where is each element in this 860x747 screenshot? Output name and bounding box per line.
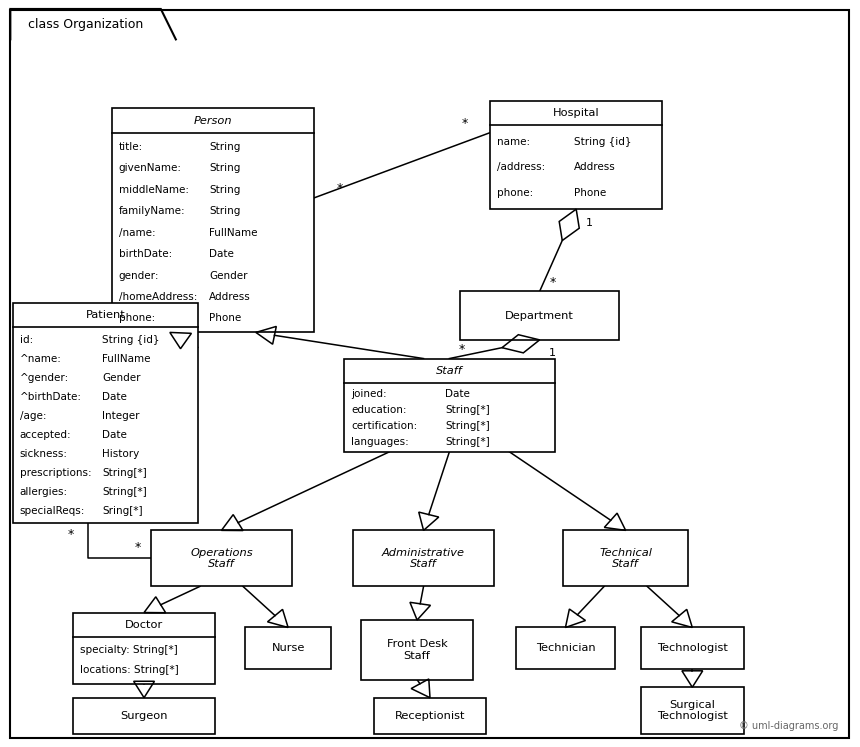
Text: Address: Address <box>209 292 251 302</box>
Bar <box>361 620 473 680</box>
Text: Doctor: Doctor <box>125 620 163 630</box>
Text: Nurse: Nurse <box>272 643 304 653</box>
Text: String: String <box>209 142 241 152</box>
Bar <box>245 627 331 669</box>
Text: specialReqs:: specialReqs: <box>20 506 85 515</box>
Text: Surgical
Technologist: Surgical Technologist <box>657 700 728 721</box>
Text: phone:: phone: <box>119 314 155 323</box>
Text: phone:: phone: <box>497 187 533 198</box>
Text: /name:: /name: <box>119 228 156 238</box>
Text: String[*]: String[*] <box>102 486 147 497</box>
Text: class Organization: class Organization <box>28 18 144 31</box>
Text: middleName:: middleName: <box>119 185 188 195</box>
Text: Operations
Staff: Operations Staff <box>190 548 253 569</box>
Text: Gender: Gender <box>102 373 141 382</box>
Bar <box>374 698 486 734</box>
Text: certification:: certification: <box>351 421 417 430</box>
Text: Person: Person <box>194 116 232 125</box>
Text: *: * <box>550 276 556 289</box>
Text: String[*]: String[*] <box>445 405 490 415</box>
Text: Patient: Patient <box>85 310 126 320</box>
Text: String[*]: String[*] <box>445 421 490 430</box>
Text: education:: education: <box>351 405 407 415</box>
Text: String: String <box>209 206 241 216</box>
Bar <box>73 698 215 734</box>
Text: languages:: languages: <box>351 436 408 447</box>
Text: givenName:: givenName: <box>119 164 181 173</box>
Text: Front Desk
Staff: Front Desk Staff <box>387 639 447 660</box>
Text: birthDate:: birthDate: <box>119 249 172 259</box>
Text: Date: Date <box>102 430 127 439</box>
Text: /age:: /age: <box>20 411 46 421</box>
Bar <box>13 303 198 523</box>
Text: Gender: Gender <box>209 270 248 281</box>
Text: id:: id: <box>20 335 33 344</box>
Bar <box>73 613 215 684</box>
Text: String[*]: String[*] <box>445 436 490 447</box>
Text: ^birthDate:: ^birthDate: <box>20 391 82 402</box>
Text: 1: 1 <box>586 217 593 228</box>
Text: locations: String[*]: locations: String[*] <box>80 666 179 675</box>
Text: accepted:: accepted: <box>20 430 71 439</box>
Text: History: History <box>102 448 139 459</box>
Text: Address: Address <box>574 162 616 173</box>
Text: familyName:: familyName: <box>119 206 185 216</box>
Text: joined:: joined: <box>351 388 386 399</box>
Text: String {id}: String {id} <box>574 137 631 147</box>
Text: ^name:: ^name: <box>20 353 62 364</box>
Text: Phone: Phone <box>574 187 605 198</box>
Text: Hospital: Hospital <box>553 108 599 118</box>
Text: String[*]: String[*] <box>102 468 147 477</box>
Text: String: String <box>209 164 241 173</box>
Text: title:: title: <box>119 142 143 152</box>
Text: Integer: Integer <box>102 411 140 421</box>
Text: *: * <box>461 117 468 130</box>
Bar <box>344 359 555 452</box>
Text: Receptionist: Receptionist <box>395 710 465 721</box>
Bar <box>641 627 744 669</box>
Text: Date: Date <box>445 388 470 399</box>
Text: ^gender:: ^gender: <box>20 373 69 382</box>
Text: Staff: Staff <box>436 366 463 376</box>
Text: String: String <box>209 185 241 195</box>
Text: *: * <box>459 343 465 356</box>
Text: Date: Date <box>102 391 127 402</box>
Bar <box>112 108 314 332</box>
Text: allergies:: allergies: <box>20 486 68 497</box>
Text: *: * <box>336 182 343 196</box>
Text: Date: Date <box>209 249 234 259</box>
Bar <box>150 530 292 586</box>
Text: name:: name: <box>497 137 531 147</box>
Text: /homeAddress:: /homeAddress: <box>119 292 197 302</box>
Text: Technician: Technician <box>536 643 595 653</box>
Text: /address:: /address: <box>497 162 545 173</box>
Bar <box>641 687 744 734</box>
Text: String {id}: String {id} <box>102 335 160 344</box>
Text: prescriptions:: prescriptions: <box>20 468 91 477</box>
Bar <box>490 101 662 209</box>
Bar <box>516 627 615 669</box>
Text: Technical
Staff: Technical Staff <box>599 548 652 569</box>
Text: sickness:: sickness: <box>20 448 68 459</box>
Text: FullName: FullName <box>102 353 150 364</box>
Text: Technologist: Technologist <box>657 643 728 653</box>
Bar <box>563 530 688 586</box>
Text: *: * <box>134 541 141 554</box>
Text: Department: Department <box>505 311 574 320</box>
Text: Sring[*]: Sring[*] <box>102 506 143 515</box>
Text: *: * <box>68 527 74 541</box>
Text: Administrative
Staff: Administrative Staff <box>382 548 465 569</box>
Text: Surgeon: Surgeon <box>120 710 168 721</box>
Text: specialty: String[*]: specialty: String[*] <box>80 645 178 655</box>
Text: FullName: FullName <box>209 228 257 238</box>
Text: 1: 1 <box>549 348 556 359</box>
Text: © uml-diagrams.org: © uml-diagrams.org <box>739 721 838 731</box>
Bar <box>460 291 619 340</box>
Text: gender:: gender: <box>119 270 159 281</box>
Text: Phone: Phone <box>209 314 242 323</box>
Bar <box>353 530 494 586</box>
